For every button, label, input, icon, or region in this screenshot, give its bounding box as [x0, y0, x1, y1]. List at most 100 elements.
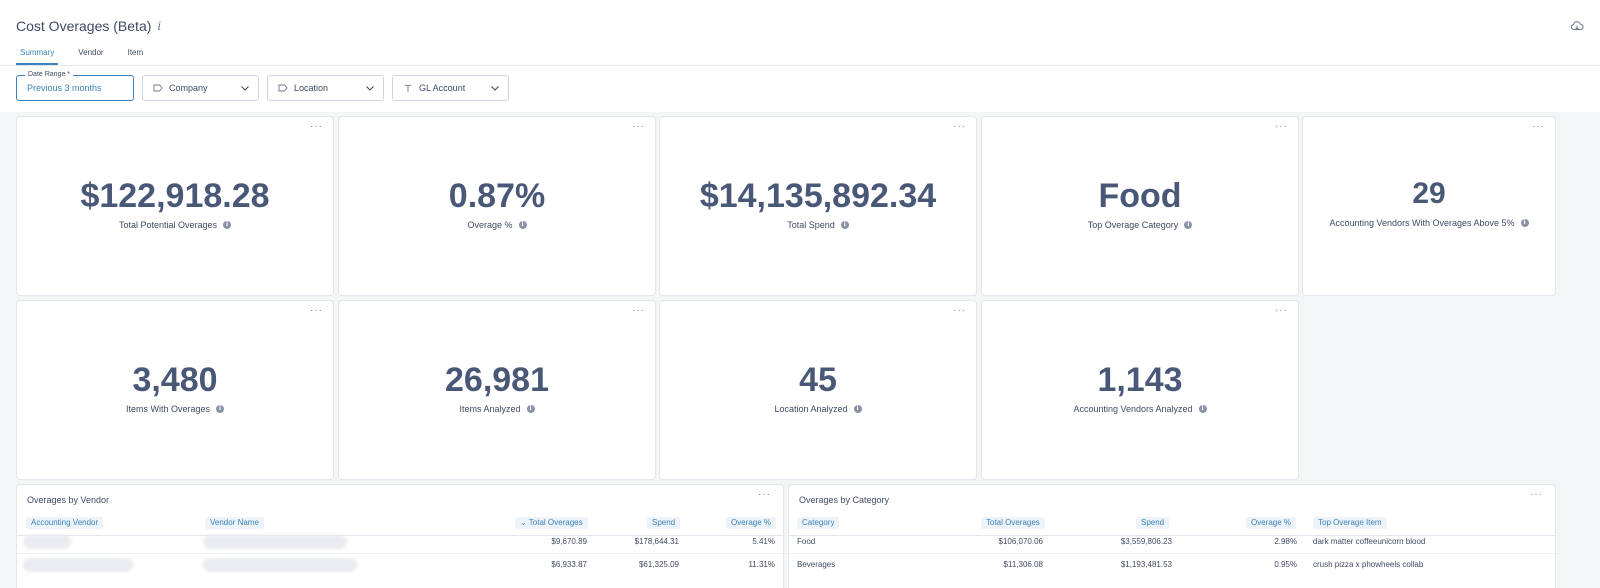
column-header[interactable]: Accounting Vendor [26, 517, 104, 529]
cloud-download-icon[interactable] [1570, 20, 1584, 32]
metric-card-total-potential-overages: ··· $122,918.28 Total Potential Overages… [16, 116, 334, 296]
tag-icon [278, 84, 288, 92]
cell-total-overages: $11,306.08 [1003, 560, 1043, 569]
card-menu-button[interactable]: ··· [1275, 121, 1288, 132]
metric-label-row: Top Overage Category i [982, 220, 1298, 230]
column-header[interactable]: Top Overage Item [1313, 517, 1387, 529]
column-header-sorted[interactable]: ⌄ Total Overages [515, 517, 588, 529]
cell-overage-pct: 0.95% [1274, 560, 1297, 569]
page-title-text: Cost Overages (Beta) [16, 18, 152, 34]
company-filter[interactable]: Company [142, 75, 259, 101]
text-icon [404, 84, 412, 92]
redacted-vendor-name [203, 535, 347, 549]
tab-item[interactable]: Item [127, 48, 144, 57]
column-header[interactable]: Spend [647, 517, 681, 529]
column-header[interactable]: Total Overages [981, 517, 1045, 529]
metric-card-items-with-overages: ··· 3,480 Items With Overages i [16, 300, 334, 480]
cell-spend: $61,325.09 [638, 560, 679, 569]
column-header[interactable]: Spend [1136, 517, 1170, 529]
card-menu-button[interactable]: ··· [632, 121, 645, 132]
metric-label: Overage % [467, 220, 513, 230]
metric-label-row: Total Potential Overages i [17, 220, 333, 230]
info-icon[interactable]: i [526, 405, 535, 413]
info-icon[interactable]: i [1184, 221, 1193, 229]
card-menu-button[interactable]: ··· [953, 121, 966, 132]
gl-account-filter[interactable]: GL Account [392, 75, 509, 101]
metric-value: Food [1098, 177, 1182, 215]
metric-label: Accounting Vendors Analyzed [1073, 404, 1193, 414]
date-range-filter[interactable]: Date Range * Previous 3 months [16, 71, 134, 101]
redacted-accounting-vendor [23, 535, 71, 549]
metric-card-total-spend: ··· $14,135,892.34 Total Spend i [659, 116, 977, 296]
cell-overage-pct: 5.41% [752, 537, 775, 546]
card-menu-button[interactable]: ··· [953, 305, 966, 316]
column-header[interactable]: Category [797, 517, 840, 529]
info-icon[interactable]: i [223, 221, 232, 229]
chevron-down-icon [491, 86, 499, 91]
gl-account-filter-label: GL Account [419, 83, 466, 93]
cell-spend: $178,644.31 [634, 537, 680, 546]
metric-value: 0.87% [448, 177, 546, 215]
metric-card-vendors-analyzed: ··· 1,143 Accounting Vendors Analyzed i [981, 300, 1299, 480]
chevron-down-icon [241, 86, 249, 91]
metric-label: Items Analyzed [459, 404, 521, 414]
table-menu-button[interactable]: ··· [1530, 489, 1543, 500]
column-header[interactable]: Overage % [1246, 517, 1297, 529]
info-icon[interactable]: i [518, 221, 527, 229]
cell-total-overages: $6,933.87 [551, 560, 587, 569]
column-header-label: Total Overages [528, 518, 583, 527]
metric-label-row: Location Analyzed i [660, 404, 976, 414]
card-menu-button[interactable]: ··· [310, 305, 323, 316]
redacted-vendor-name [203, 558, 357, 572]
category-overages-table: Overages by Category ··· Category Total … [788, 484, 1556, 588]
metric-label: Location Analyzed [774, 404, 848, 414]
card-menu-button[interactable]: ··· [1275, 305, 1288, 316]
date-range-value: Previous 3 months [27, 83, 102, 93]
cell-category: Food [797, 537, 816, 546]
redacted-accounting-vendor [23, 558, 133, 572]
metric-card-location-analyzed: ··· 45 Location Analyzed i [659, 300, 977, 480]
tab-vendor[interactable]: Vendor [78, 48, 104, 57]
metric-value: 45 [799, 361, 837, 399]
info-icon[interactable]: i [840, 221, 849, 229]
column-header[interactable]: Vendor Name [205, 517, 264, 529]
metric-label: Total Potential Overages [118, 220, 218, 230]
metric-card-items-analyzed: ··· 26,981 Items Analyzed i [338, 300, 656, 480]
card-menu-button[interactable]: ··· [1532, 121, 1545, 132]
metric-value: 29 [1412, 177, 1446, 210]
metric-label-row: Overage % i [339, 220, 655, 230]
metric-label: Total Spend [787, 220, 835, 230]
cell-top-overage-item: dark matter coffeeunicorn blood [1313, 537, 1426, 546]
cell-spend: $1,193,481.53 [1120, 560, 1172, 569]
date-range-label: Date Range * [25, 71, 74, 78]
info-icon[interactable]: i [853, 405, 862, 413]
page-title: Cost Overages (Beta) i [16, 18, 161, 34]
cell-overage-pct: 2.98% [1274, 537, 1297, 546]
table-menu-button[interactable]: ··· [758, 489, 771, 500]
info-icon[interactable]: i [216, 405, 225, 413]
company-filter-label: Company [169, 83, 208, 93]
column-header[interactable]: Overage % [726, 517, 777, 529]
cell-spend: $3,559,806.23 [1120, 537, 1172, 546]
card-menu-button[interactable]: ··· [310, 121, 323, 132]
tab-summary[interactable]: Summary [16, 46, 59, 65]
vendor-overages-table: Overages by Vendor ··· Accounting Vendor… [16, 484, 784, 588]
metric-label: Items With Overages [125, 404, 211, 414]
info-icon[interactable]: i [1520, 219, 1529, 227]
cell-top-overage-item: crush pizza x phowheels collab [1313, 560, 1424, 569]
header-divider [17, 535, 783, 536]
cell-category: Beverages [797, 560, 836, 569]
info-icon[interactable]: i [157, 19, 162, 33]
chevron-down-icon [366, 86, 374, 91]
metric-value: $14,135,892.34 [699, 177, 937, 215]
metric-label-row: Items With Overages i [17, 404, 333, 414]
metric-value: 3,480 [132, 361, 218, 399]
location-filter[interactable]: Location [267, 75, 384, 101]
metric-label: Accounting Vendors With Overages Above 5… [1329, 218, 1515, 228]
info-icon[interactable]: i [1198, 405, 1207, 413]
metric-label-row: Accounting Vendors With Overages Above 5… [1303, 218, 1555, 228]
tag-icon [153, 84, 163, 92]
metric-value: $122,918.28 [80, 177, 270, 215]
cell-total-overages: $106,070.06 [998, 537, 1044, 546]
card-menu-button[interactable]: ··· [632, 305, 645, 316]
